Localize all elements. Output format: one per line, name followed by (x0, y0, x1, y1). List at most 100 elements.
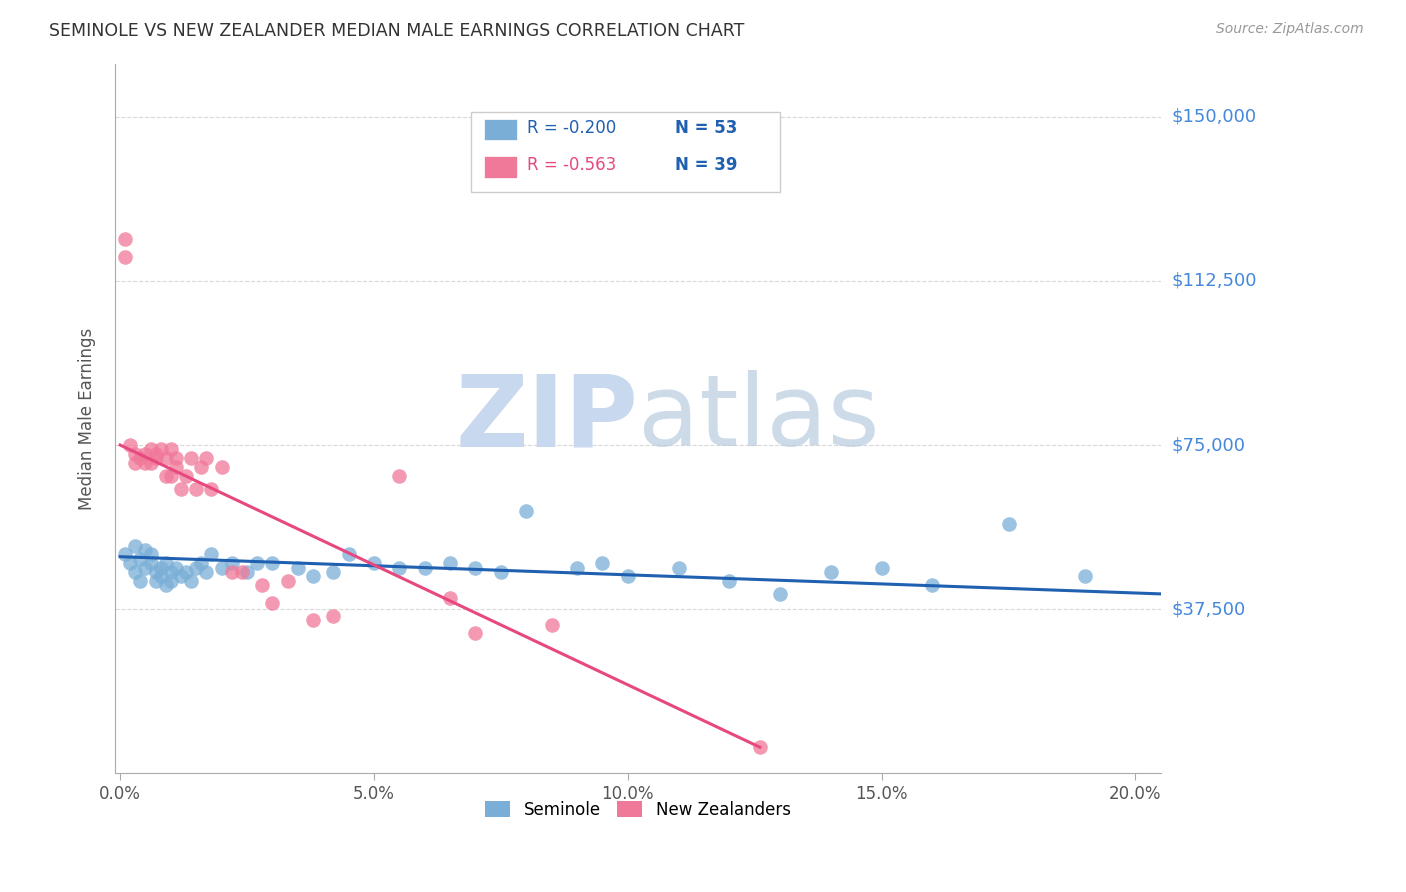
Point (236, 565, 259, 579)
Point (139, 442, 162, 457)
Point (155, 578, 177, 592)
Point (413, 560, 436, 574)
Point (180, 451, 202, 466)
Point (120, 438, 142, 452)
Text: R = -0.563: R = -0.563 (527, 156, 616, 174)
Point (174, 565, 197, 579)
Point (464, 560, 486, 574)
Point (160, 442, 183, 457)
Point (211, 560, 233, 574)
Point (155, 451, 177, 466)
Point (489, 565, 512, 579)
Point (134, 560, 156, 574)
Point (174, 468, 197, 483)
Point (540, 617, 562, 632)
Point (302, 569, 325, 583)
Text: Source: ZipAtlas.com: Source: ZipAtlas.com (1216, 22, 1364, 37)
Point (145, 565, 167, 579)
Point (149, 442, 172, 457)
Text: $112,500: $112,500 (1173, 272, 1257, 290)
Point (262, 556, 284, 570)
Text: R = -0.200: R = -0.200 (527, 119, 616, 136)
Point (388, 560, 411, 574)
Point (616, 569, 638, 583)
Point (200, 482, 222, 496)
Point (439, 591, 461, 606)
Point (139, 548, 162, 562)
Point (388, 468, 411, 483)
Point (160, 565, 183, 579)
Point (186, 482, 208, 496)
Point (124, 565, 146, 579)
Point (439, 556, 461, 570)
Point (769, 587, 792, 601)
Point (145, 451, 167, 466)
Point (165, 451, 187, 466)
Point (114, 250, 136, 264)
Point (155, 556, 177, 570)
Point (170, 482, 193, 496)
Point (262, 596, 284, 610)
Point (1073, 569, 1095, 583)
Point (231, 565, 253, 579)
Point (120, 556, 142, 570)
Point (464, 626, 486, 640)
Point (277, 574, 299, 588)
Point (145, 447, 167, 461)
Point (124, 447, 146, 461)
Text: $37,500: $37,500 (1173, 600, 1246, 618)
Point (515, 504, 537, 518)
Text: $75,000: $75,000 (1173, 436, 1246, 454)
Point (322, 608, 344, 623)
Point (748, 740, 770, 755)
Point (114, 548, 136, 562)
Point (190, 556, 212, 570)
Point (145, 574, 167, 588)
Point (337, 548, 360, 562)
Point (195, 451, 218, 466)
Point (134, 456, 156, 470)
Point (221, 556, 243, 570)
Point (190, 459, 212, 474)
Text: ZIP: ZIP (456, 370, 638, 467)
Point (252, 578, 274, 592)
Point (186, 560, 208, 574)
Text: atlas: atlas (638, 370, 880, 467)
Text: SEMINOLE VS NEW ZEALANDER MEDIAN MALE EARNINGS CORRELATION CHART: SEMINOLE VS NEW ZEALANDER MEDIAN MALE EA… (49, 22, 745, 40)
Legend: Seminole, New Zealanders: Seminole, New Zealanders (478, 794, 797, 825)
Point (591, 556, 613, 570)
Point (180, 574, 202, 588)
Text: $150,000: $150,000 (1173, 108, 1257, 126)
Point (997, 516, 1019, 531)
Point (149, 569, 172, 583)
Point (165, 459, 187, 474)
Point (221, 565, 243, 579)
Y-axis label: Median Male Earnings: Median Male Earnings (79, 327, 96, 510)
Point (129, 552, 152, 566)
Text: N = 53: N = 53 (675, 119, 737, 136)
Point (200, 548, 222, 562)
Point (134, 543, 156, 558)
Point (160, 468, 183, 483)
Point (211, 459, 233, 474)
Point (124, 456, 146, 470)
Point (246, 556, 269, 570)
Point (870, 560, 893, 574)
Point (195, 565, 218, 579)
Text: N = 39: N = 39 (675, 156, 737, 174)
Point (170, 569, 193, 583)
Point (124, 539, 146, 553)
Point (139, 456, 162, 470)
Point (129, 451, 152, 466)
Point (134, 447, 156, 461)
Point (160, 574, 183, 588)
Point (165, 560, 187, 574)
Point (668, 560, 690, 574)
Point (287, 560, 309, 574)
Point (139, 556, 162, 570)
Point (322, 565, 344, 579)
Point (363, 556, 385, 570)
Point (155, 468, 177, 483)
Point (302, 613, 325, 627)
Point (820, 565, 842, 579)
